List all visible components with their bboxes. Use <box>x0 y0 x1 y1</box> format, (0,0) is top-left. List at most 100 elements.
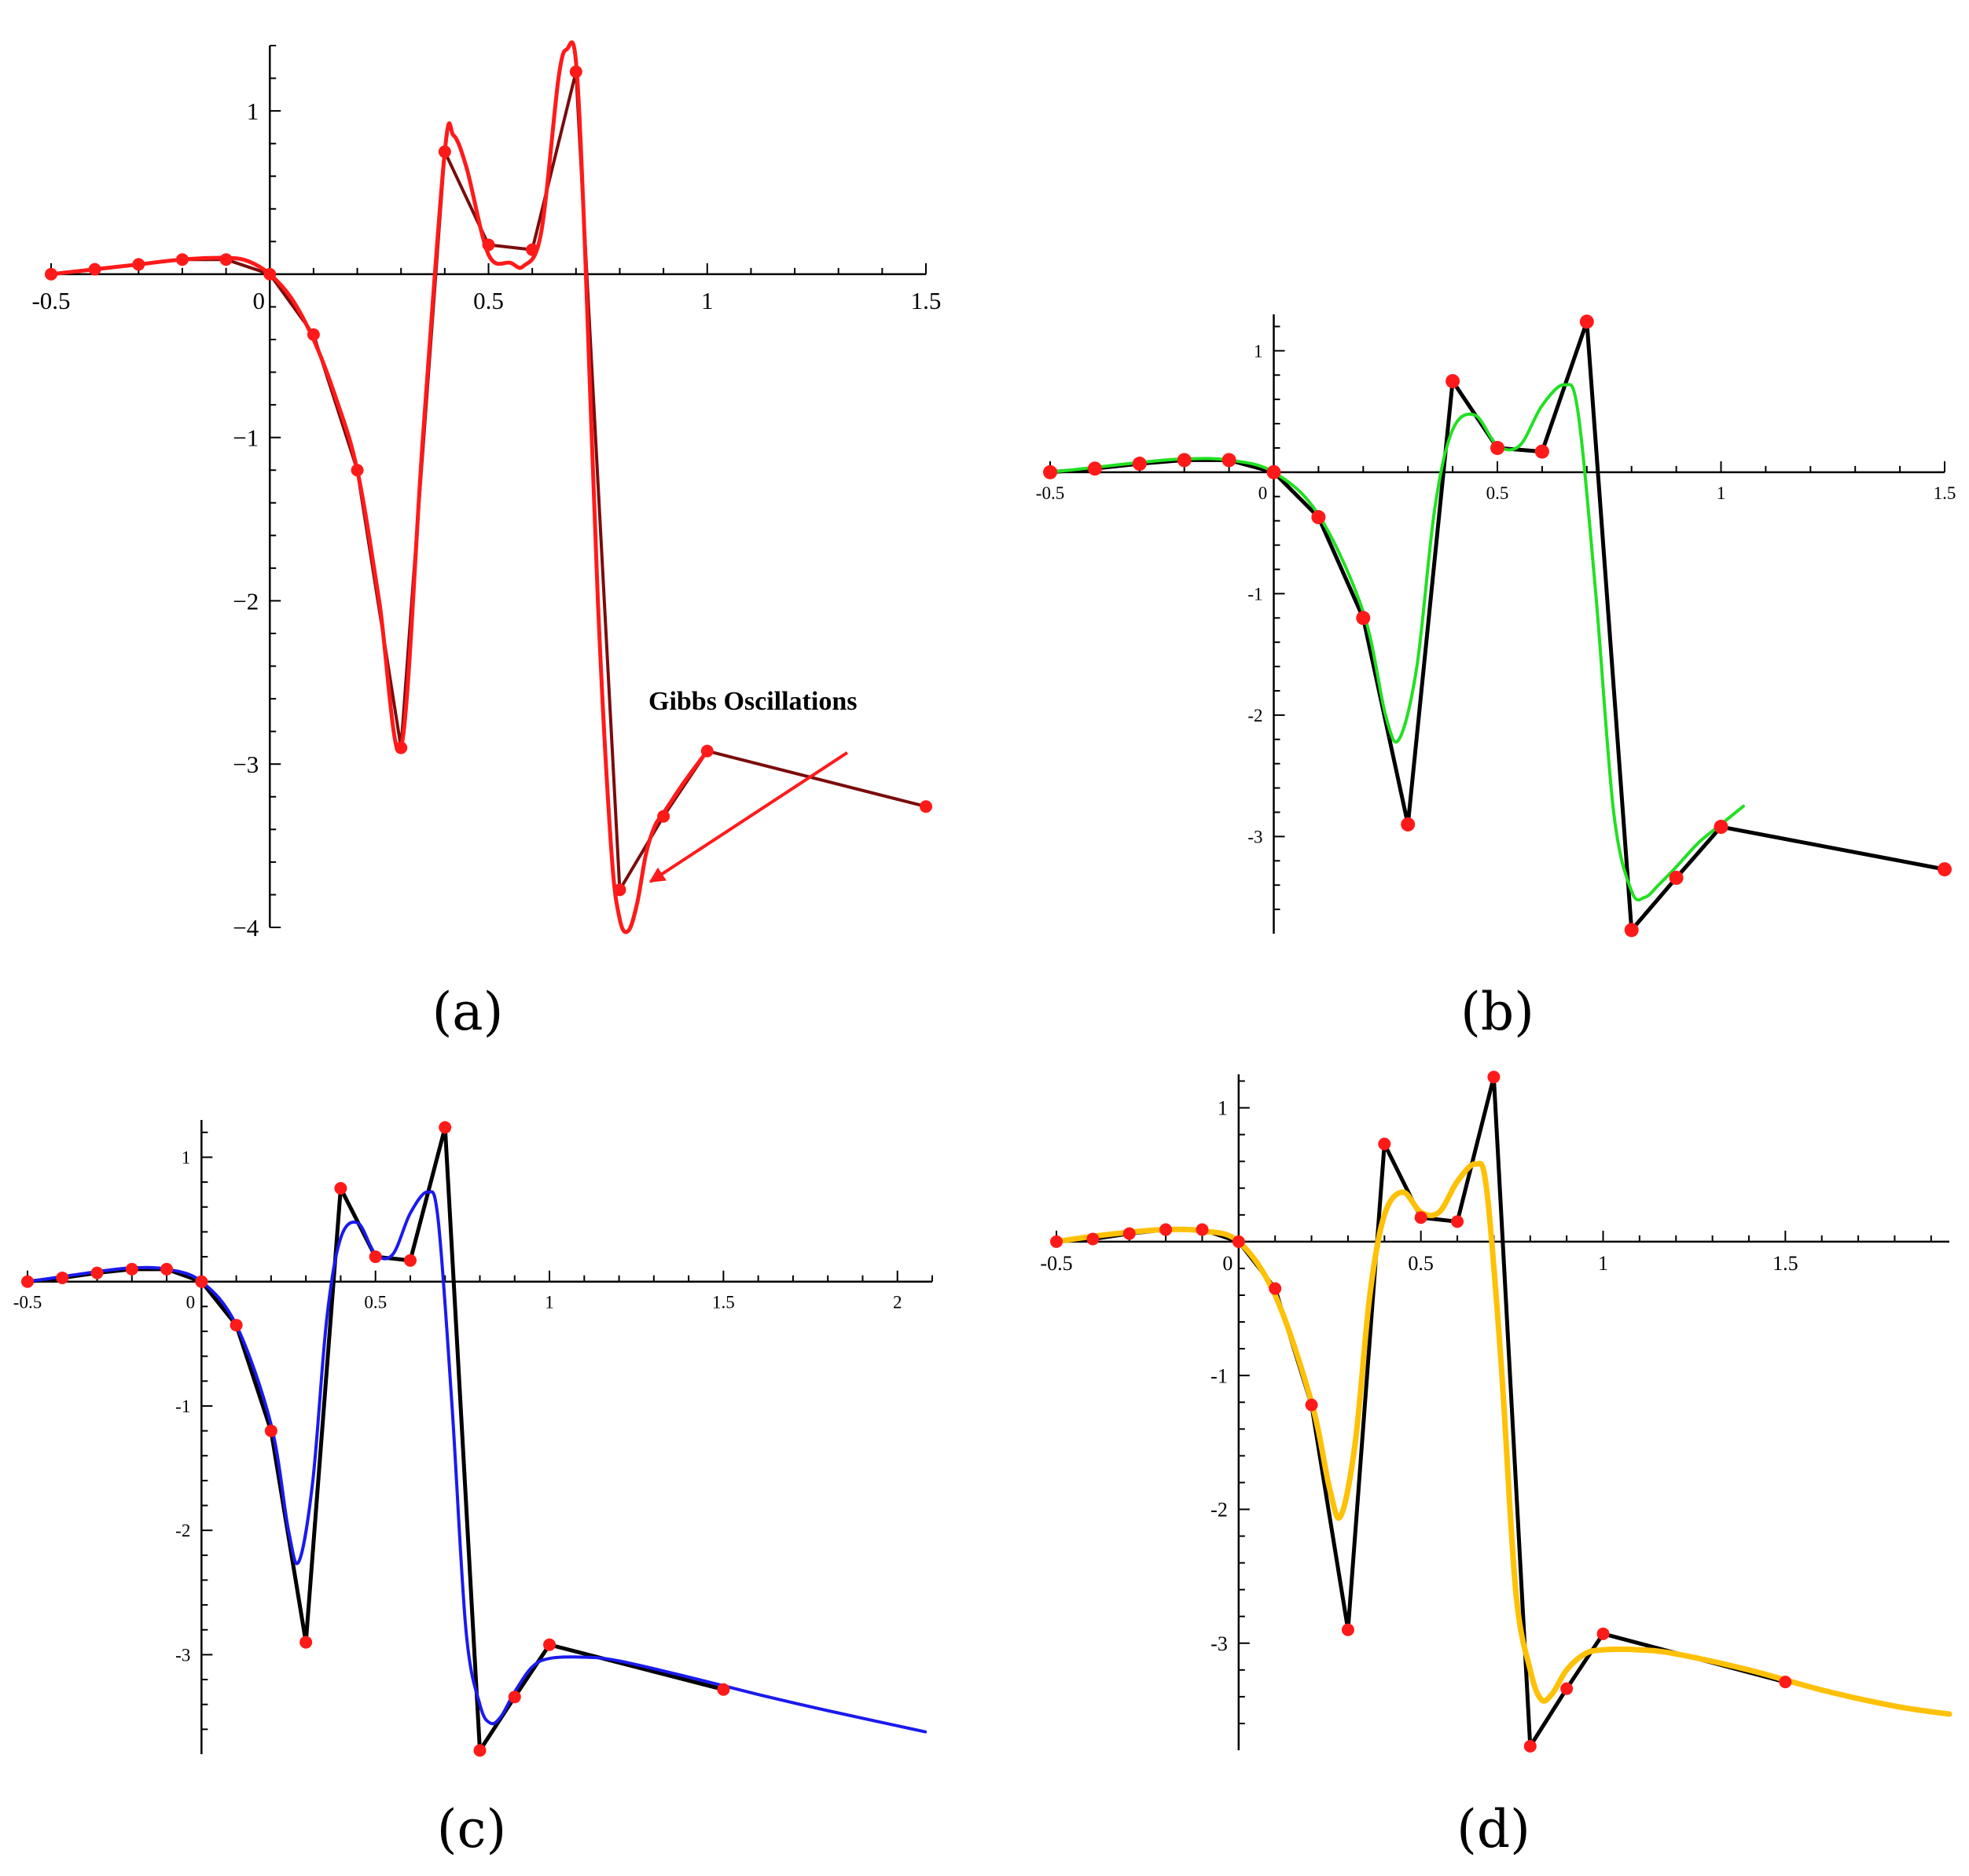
data-point <box>1356 611 1371 626</box>
gibbs-arrow <box>648 751 848 883</box>
data-point <box>230 1319 243 1332</box>
data-point <box>473 1744 487 1757</box>
x-tick-label: 1.5 <box>712 1293 735 1312</box>
x-tick-label: 0.5 <box>1486 483 1509 503</box>
x-tick-label: 1.5 <box>1772 1252 1798 1275</box>
chart-panel-c: -0.5 0 0.5 1 1.5 2 -3 -2 -1 1 <box>13 1120 933 1757</box>
y-tick-label: −2 <box>233 587 259 615</box>
data-point <box>395 741 408 754</box>
y-tick-label: 1 <box>1254 341 1263 361</box>
x-tick-label: 0 <box>1258 483 1268 503</box>
data-point <box>920 800 932 813</box>
data-point <box>508 1691 521 1704</box>
y-tick-label: -3 <box>175 1645 190 1665</box>
data-point <box>482 238 495 251</box>
x-tick-label: -0.5 <box>31 287 70 314</box>
data-point <box>657 810 670 823</box>
y-tick-label: -3 <box>1210 1632 1228 1655</box>
data-point <box>307 328 320 341</box>
chart-panel-d: -0.5 0 0.5 1 1.5 -3 -2 -1 1 <box>1040 1070 1952 1753</box>
data-point <box>1779 1676 1792 1689</box>
interpolant-curve <box>49 40 710 934</box>
data-point <box>334 1182 347 1195</box>
y-tick-label: −1 <box>233 424 259 452</box>
data-point <box>1305 1398 1318 1412</box>
data-point <box>1043 464 1057 479</box>
data-point <box>21 1275 34 1288</box>
x-tick-label: 0.5 <box>1408 1252 1434 1275</box>
y-tick-label: -2 <box>1210 1499 1228 1522</box>
data-point <box>1534 444 1549 459</box>
x-tick-label: 1.5 <box>1934 483 1956 503</box>
data-point <box>1401 817 1416 832</box>
x-tick-label: 2 <box>893 1293 902 1312</box>
y-tick-label: -2 <box>175 1521 190 1540</box>
y-tick-label: 1 <box>182 1148 191 1168</box>
data-point <box>219 253 233 266</box>
data-point <box>1086 1232 1100 1246</box>
data-point <box>1196 1223 1209 1236</box>
data-point <box>88 262 101 276</box>
data-point <box>1132 457 1147 472</box>
x-tick-label: 0 <box>1222 1252 1232 1275</box>
y-tick-label: -3 <box>1247 827 1262 846</box>
data-point <box>1221 453 1236 468</box>
x-tick-label: -0.5 <box>1036 483 1064 503</box>
gibbs-annotation: Gibbs Oscillations <box>648 687 857 716</box>
data-point <box>1523 1739 1537 1753</box>
x-tick-label: 1 <box>545 1293 554 1312</box>
x-tick-label: -0.5 <box>1040 1252 1072 1275</box>
y-tick-label: -2 <box>1247 706 1262 725</box>
data-point <box>1087 461 1102 476</box>
data-point <box>125 1262 138 1276</box>
data-point <box>160 1262 174 1276</box>
data-point <box>1122 1227 1136 1240</box>
y-tick-label: −4 <box>233 914 259 942</box>
data-point <box>403 1254 417 1267</box>
data-point <box>717 1683 730 1696</box>
data-point <box>439 1121 452 1134</box>
data-polyline <box>27 1125 725 1753</box>
data-point <box>369 1250 382 1264</box>
data-point <box>1624 923 1639 938</box>
x-tick-label: 1.5 <box>911 287 942 314</box>
y-tick-label: −3 <box>233 751 259 778</box>
panel-label-a: (a) <box>432 982 504 1042</box>
data-point <box>1177 453 1192 468</box>
chart-panel-a: -0.5 0 0.5 1 1.5 −4 −3 −2 −1 1 <box>31 40 942 942</box>
data-point <box>351 464 364 477</box>
data-point <box>1451 1215 1464 1228</box>
data-point <box>1269 1282 1282 1295</box>
data-point <box>195 1275 208 1288</box>
data-point <box>1378 1137 1391 1151</box>
data-polyline <box>50 70 927 892</box>
data-point <box>1714 820 1728 835</box>
data-point <box>299 1636 313 1649</box>
data-point <box>1414 1211 1427 1224</box>
data-point <box>1311 510 1326 525</box>
data-point <box>1050 1235 1063 1248</box>
data-point <box>543 1638 557 1651</box>
data-point <box>56 1271 69 1284</box>
interpolant-curve <box>1053 1160 1952 1717</box>
x-tick-label: 1 <box>1598 1252 1608 1275</box>
y-tick-label: -1 <box>1210 1364 1228 1387</box>
data-point <box>1490 440 1504 455</box>
data-polyline <box>1049 319 1945 932</box>
data-point <box>1487 1070 1501 1084</box>
x-tick-label: 1 <box>701 287 714 314</box>
data-point <box>1341 1623 1354 1636</box>
data-point <box>132 258 145 271</box>
data-point <box>1446 373 1460 388</box>
data-point <box>45 267 57 281</box>
y-tick-label: 1 <box>1218 1097 1228 1120</box>
panel-label-c: (c) <box>437 1799 506 1859</box>
data-point <box>1159 1223 1173 1236</box>
y-tick-label: 1 <box>247 97 259 125</box>
y-tick-label: -1 <box>1247 584 1262 604</box>
data-point <box>1560 1682 1574 1695</box>
data-point <box>264 1424 277 1437</box>
panel-label-d: (d) <box>1457 1799 1530 1859</box>
data-point <box>263 267 277 281</box>
